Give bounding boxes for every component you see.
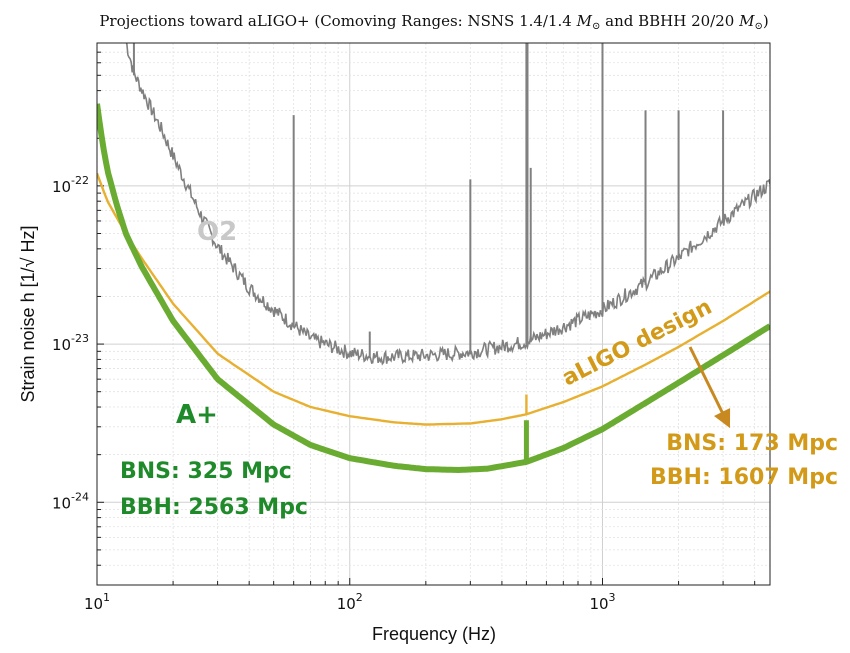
range-arrow [688, 346, 731, 429]
aplus-label: A+ [176, 400, 218, 430]
series-a-line [97, 103, 770, 473]
plot-area [97, 43, 770, 585]
series-aligo-design-line [97, 172, 770, 426]
y-tick-label: 10-22 [52, 174, 89, 196]
tick-labels: 101 102 103 10-24 10-23 10-22 [52, 174, 616, 613]
o2-label: O2 [197, 217, 237, 247]
y-axis-label: Strain noise h [1/√ Hz] [18, 226, 38, 403]
chart-title: Projections toward aLIGO+ (Comoving Rang… [99, 12, 768, 32]
plot-frame [96, 42, 771, 586]
x-tick-label: 103 [589, 591, 615, 613]
aplus-bbh-range: BBH: 2563 Mpc [120, 495, 308, 520]
series-layer [97, 43, 770, 473]
aligo-bbh-range: BBH: 1607 Mpc [650, 465, 838, 490]
x-tick-label: 101 [84, 591, 110, 613]
y-tick-label: 10-23 [52, 332, 89, 354]
aligo-bns-range: BNS: 173 Mpc [666, 431, 838, 456]
series-o2-line [125, 43, 770, 366]
x-tick-label: 102 [337, 591, 363, 613]
y-tick-label: 10-24 [52, 490, 89, 512]
x-axis-label: Frequency (Hz) [372, 624, 496, 644]
aplus-bns-range: BNS: 325 Mpc [120, 459, 292, 484]
